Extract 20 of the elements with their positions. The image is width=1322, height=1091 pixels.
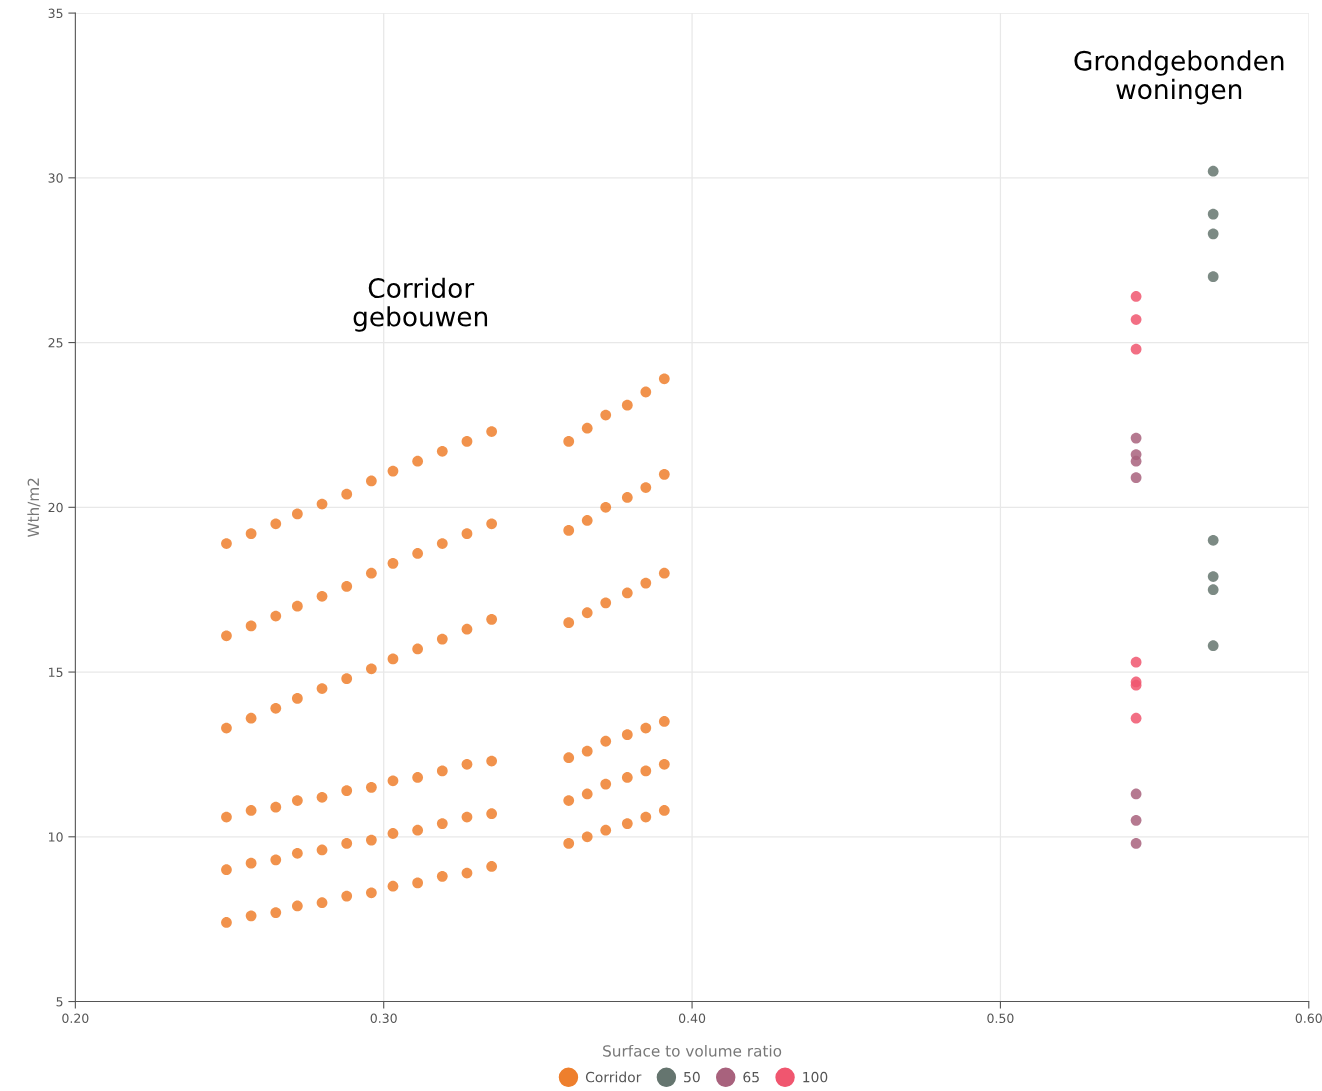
annotation: Corridor gebouwen xyxy=(353,277,488,332)
x-tick-label: 0.20 xyxy=(62,1013,89,1024)
y-axis-title: Wth/m2 xyxy=(27,478,41,538)
annotation: Grondgebonden woningen xyxy=(1074,50,1284,105)
legend-label: 100 xyxy=(803,1071,828,1083)
legend-label: Corridor xyxy=(585,1071,642,1083)
y-tick-label: 30 xyxy=(48,173,63,183)
y-tick-label: 20 xyxy=(48,502,63,513)
x-tick-label: 0.60 xyxy=(1295,1013,1322,1024)
y-tick-label: 25 xyxy=(48,338,63,348)
x-tick-label: 0.30 xyxy=(370,1013,397,1024)
legend-label: 65 xyxy=(743,1071,759,1083)
legend-label: 50 xyxy=(684,1071,700,1083)
y-tick-label: 10 xyxy=(49,832,63,842)
x-axis-title: Surface to volume ratio xyxy=(603,1044,782,1057)
x-tick-label: 0.40 xyxy=(678,1013,706,1024)
x-tick-label: 0.50 xyxy=(987,1013,1014,1024)
y-tick-label: 5 xyxy=(56,997,63,1007)
y-tick-label: 35 xyxy=(48,8,63,19)
y-tick-label: 15 xyxy=(49,667,63,677)
